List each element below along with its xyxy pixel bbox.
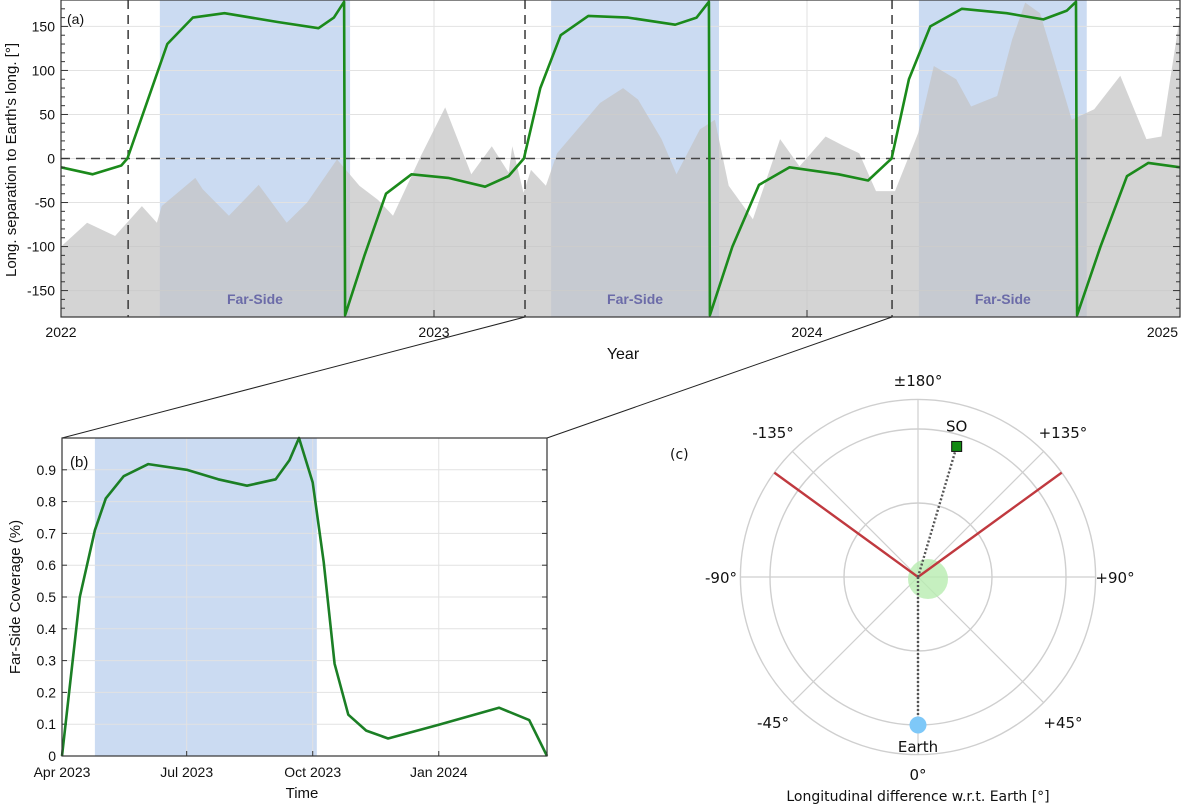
earth-marker — [909, 716, 927, 734]
panel-label-a: (a) — [67, 11, 84, 27]
angle-label: +90° — [1095, 569, 1134, 587]
radial-ring — [739, 398, 1097, 756]
y-tick-label: 0.6 — [37, 557, 57, 573]
angle-label: +45° — [1043, 714, 1082, 732]
line-to-so — [916, 446, 958, 578]
angle-label: -135° — [752, 424, 794, 442]
angle-label: -45° — [757, 714, 789, 732]
y-tick-label: 0.1 — [37, 716, 57, 732]
y-tick-label: -100 — [27, 239, 55, 255]
x-tick-label: Jul 2023 — [160, 764, 213, 780]
angle-label: -90° — [705, 569, 737, 587]
y-axis-label: Far-Side Coverage (%) — [7, 520, 24, 674]
angle-label: 0° — [909, 766, 926, 784]
y-tick-label: 0.8 — [37, 494, 57, 510]
y-tick-label: 0.7 — [37, 525, 57, 541]
y-tick-label: 0.5 — [37, 589, 57, 605]
x-tick-label: Oct 2023 — [284, 764, 341, 780]
panel-label-b: (b) — [70, 454, 88, 471]
earth-label: Earth — [898, 738, 938, 756]
far-side-label: Far-Side — [607, 291, 663, 307]
far-side-boundary-line — [773, 471, 919, 578]
far-side-label: Far-Side — [975, 291, 1031, 307]
x-tick-label: Jan 2024 — [410, 764, 468, 780]
angular-gridline — [791, 450, 919, 578]
y-tick-label: 0.3 — [37, 653, 57, 669]
y-tick-label: 0.2 — [37, 684, 57, 700]
panel-a: Far-Side Far-Side Far-Side 150 100 50 0 -50 -100… — [3, 0, 1181, 363]
so-marker — [951, 440, 963, 452]
y-tick-label: -50 — [35, 195, 55, 211]
y-tick-label: 0.9 — [37, 462, 57, 478]
y-tick-label: -150 — [27, 283, 55, 299]
y-tick-label: 0 — [47, 151, 55, 167]
zoom-connectors — [61, 316, 893, 439]
panel-label-c: (c) — [670, 447, 689, 463]
y-tick-label: 0 — [48, 748, 56, 764]
longitude-area — [61, 2, 1180, 317]
angular-gridline — [791, 576, 919, 704]
so-label: SO — [946, 417, 967, 435]
panel-c: SO Earth ±180° -135° +135° -90° +90° -45° +45° 0°… — [670, 372, 1135, 805]
y-tick-label: 50 — [39, 106, 55, 122]
polar-axis-label: Longitudinal difference w.r.t. Earth [°] — [786, 789, 1049, 805]
coverage-line — [60, 436, 549, 757]
y-tick-label: 100 — [32, 62, 56, 78]
angle-label: ±180° — [894, 372, 943, 390]
y-tick-label: 0.4 — [37, 621, 57, 637]
x-tick-label: 2025 — [1147, 324, 1178, 340]
connector-line-right — [546, 316, 893, 439]
connector-line-left — [61, 316, 526, 439]
x-tick-label: 2024 — [791, 324, 822, 340]
separation-line — [60, 0, 1181, 317]
plot-frame — [61, 437, 548, 757]
far-side-label: Far-Side — [227, 291, 283, 307]
sun-marker — [908, 559, 948, 599]
panel-b: 0 0.1 0.2 0.3 0.4 0.5 0.6 0.7 0.8 0.9 Apr 2023 Jul … — [7, 436, 549, 802]
y-axis-label: Long. separation to Earth's long. [°] — [3, 43, 20, 277]
x-tick-label: 2023 — [418, 324, 449, 340]
x-axis-label: Time — [286, 785, 319, 802]
far-side-boundary-line — [917, 471, 1063, 578]
x-tick-label: 2022 — [45, 324, 76, 340]
x-tick-label: Apr 2023 — [34, 764, 91, 780]
x-axis-label: Year — [607, 346, 640, 363]
angle-label: +135° — [1039, 424, 1088, 442]
y-tick-label: 150 — [32, 18, 56, 34]
